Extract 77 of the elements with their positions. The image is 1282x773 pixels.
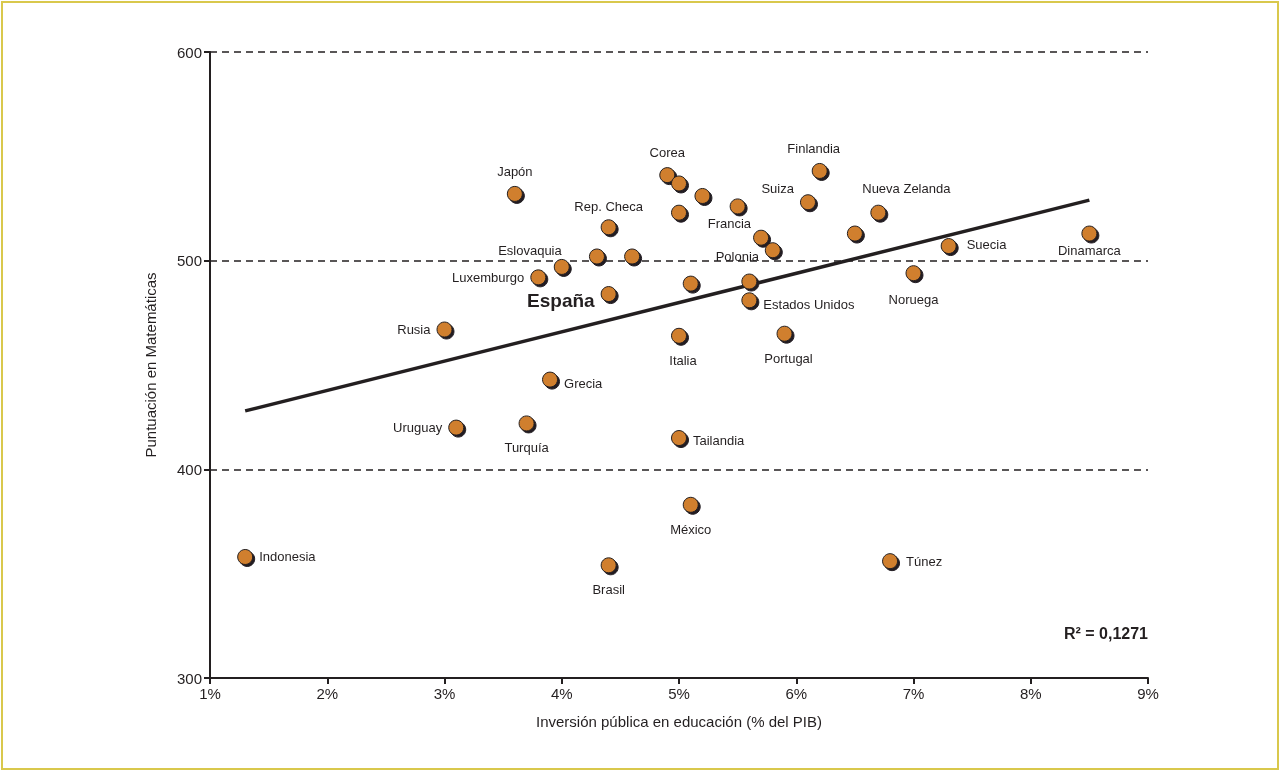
annotation: Túnez [906, 553, 943, 569]
point [846, 225, 863, 242]
point [729, 198, 746, 215]
annotation: Estados Unidos [763, 296, 855, 312]
annotation: Rusia [397, 322, 432, 338]
annotation: Indonesia [259, 549, 317, 565]
point [671, 204, 687, 221]
point [1081, 225, 1098, 242]
point [237, 548, 254, 565]
point [600, 557, 617, 574]
annotation: Luxemburgo [452, 269, 525, 285]
point [506, 185, 523, 202]
point [905, 265, 922, 282]
point [436, 321, 453, 338]
annotation: Dinamarca [1057, 242, 1122, 258]
point [659, 167, 676, 184]
point [799, 194, 816, 211]
point [882, 553, 899, 570]
annotation: Rep. Checa [574, 199, 644, 215]
point [741, 273, 758, 290]
point [753, 229, 770, 246]
point [671, 175, 687, 192]
annotation: Suecia [966, 236, 1008, 252]
point [940, 238, 957, 255]
annotation: Corea [649, 145, 686, 161]
point [682, 275, 699, 292]
point [694, 187, 711, 204]
point [741, 292, 758, 309]
point [811, 162, 828, 179]
x-tick-label: 3% [433, 685, 456, 702]
y-axis-title: Puntuación en Matemáticas [142, 272, 159, 458]
x-tick-label: 7% [902, 685, 925, 702]
point [870, 204, 887, 221]
annotation: Italia [669, 352, 698, 368]
annotation: Eslovaquia [498, 243, 563, 259]
point [600, 219, 617, 236]
annotation: Grecia [564, 376, 604, 392]
point [553, 258, 570, 275]
x-tick-label: 5% [668, 685, 690, 702]
annotation: Brasil [592, 582, 626, 598]
annotation: Finlandia [787, 140, 841, 156]
annotation: Turquía [504, 440, 550, 456]
annotation: R² = 0,1271 [1063, 624, 1149, 642]
point [588, 248, 605, 265]
x-tick-label: 8% [1019, 685, 1042, 702]
y-tick-label: 600 [176, 43, 202, 61]
point [776, 325, 793, 342]
annotation: Nueva Zelanda [862, 180, 952, 196]
point [624, 248, 641, 265]
point [682, 496, 699, 513]
annotation: España [527, 289, 596, 311]
annotation: Noruega [888, 292, 940, 308]
point [671, 327, 687, 344]
annotation: Portugal [764, 350, 813, 366]
annotation: Francia [707, 216, 752, 232]
point [671, 430, 687, 447]
annotation: Suiza [761, 180, 795, 196]
annotation: México [670, 521, 712, 537]
point [530, 269, 547, 286]
annotation: Tailandia [693, 432, 746, 448]
x-axis-title: Inversión pública en educación (% del PIB) [536, 713, 822, 730]
y-tick-label: 400 [176, 460, 202, 478]
annotation: Japón [497, 163, 533, 179]
point [518, 415, 535, 432]
x-tick-label: 4% [550, 685, 573, 702]
point [542, 371, 559, 388]
x-tick-label: 1% [199, 685, 221, 702]
annotation: Uruguay [393, 420, 443, 436]
x-tick-label: 6% [785, 685, 808, 702]
point [448, 419, 465, 436]
y-tick-label: 300 [176, 669, 202, 687]
y-tick-label: 500 [176, 252, 202, 270]
annotation: Polonia [715, 248, 760, 264]
point [600, 286, 617, 303]
x-tick-label: 2% [316, 685, 339, 702]
point [764, 242, 781, 259]
x-tick-label: 9% [1137, 685, 1159, 702]
